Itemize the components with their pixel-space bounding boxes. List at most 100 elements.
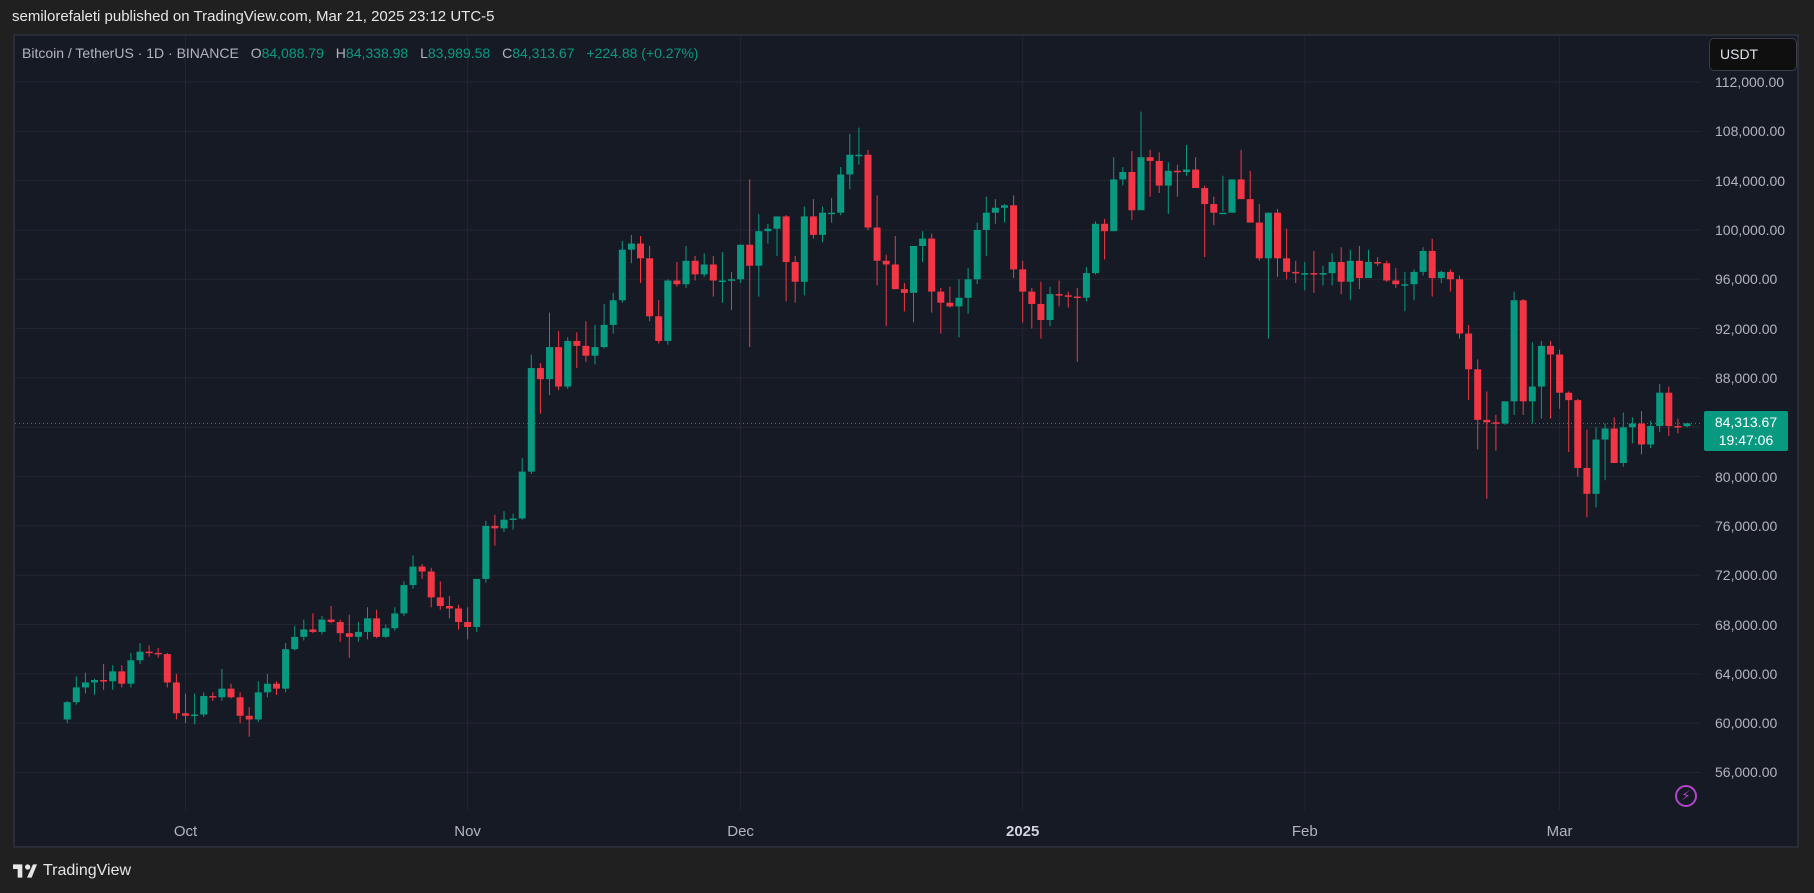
candle[interactable]: [573, 332, 581, 369]
candle[interactable]: [1401, 271, 1409, 312]
candle[interactable]: [91, 678, 98, 695]
candle[interactable]: [318, 615, 326, 635]
candle[interactable]: [218, 668, 226, 701]
candle[interactable]: [354, 622, 362, 642]
candle[interactable]: [646, 245, 654, 322]
candle[interactable]: [1092, 221, 1099, 275]
candle[interactable]: [882, 254, 890, 327]
candle[interactable]: [154, 647, 162, 658]
candle[interactable]: [127, 652, 135, 688]
candle[interactable]: [109, 665, 117, 690]
candle[interactable]: [1301, 262, 1309, 291]
candle[interactable]: [1592, 427, 1600, 508]
candle[interactable]: [291, 625, 299, 651]
candle[interactable]: [546, 312, 553, 396]
candle[interactable]: [737, 244, 745, 283]
candle[interactable]: [118, 665, 126, 688]
candle[interactable]: [773, 216, 781, 256]
candle[interactable]: [900, 282, 908, 312]
candle[interactable]: [764, 223, 772, 244]
candle[interactable]: [100, 663, 108, 690]
candle[interactable]: [837, 167, 845, 216]
candle[interactable]: [673, 262, 681, 287]
candle[interactable]: [1346, 249, 1354, 301]
candle[interactable]: [1201, 185, 1209, 258]
candle[interactable]: [1456, 275, 1463, 339]
candle[interactable]: [1628, 417, 1636, 444]
candle[interactable]: [455, 604, 462, 630]
candle[interactable]: [637, 236, 644, 283]
candle[interactable]: [1583, 429, 1591, 518]
candle[interactable]: [1246, 170, 1254, 223]
candle[interactable]: [1683, 423, 1691, 428]
candle[interactable]: [436, 581, 444, 610]
candle[interactable]: [991, 199, 999, 224]
candle[interactable]: [527, 354, 535, 475]
candle[interactable]: [464, 607, 472, 640]
candle[interactable]: [209, 692, 217, 701]
candle[interactable]: [509, 513, 517, 530]
candle[interactable]: [982, 196, 990, 256]
candle[interactable]: [1446, 269, 1454, 292]
candle[interactable]: [800, 206, 808, 296]
candle[interactable]: [746, 179, 754, 348]
candle[interactable]: [582, 321, 590, 362]
candle[interactable]: [1510, 291, 1518, 415]
candle[interactable]: [1374, 257, 1382, 266]
candle[interactable]: [1419, 247, 1427, 276]
candle[interactable]: [1274, 208, 1281, 277]
candle[interactable]: [1674, 418, 1682, 434]
candle[interactable]: [382, 624, 390, 639]
candle[interactable]: [1037, 281, 1045, 339]
candle[interactable]: [782, 215, 790, 302]
candle[interactable]: [955, 279, 963, 338]
candle[interactable]: [1665, 386, 1673, 436]
candle[interactable]: [145, 645, 153, 657]
candle[interactable]: [1537, 340, 1545, 419]
candle[interactable]: [336, 619, 344, 642]
candle[interactable]: [655, 300, 663, 344]
candle[interactable]: [1183, 144, 1190, 176]
candle[interactable]: [910, 245, 917, 323]
candle[interactable]: [1610, 417, 1618, 463]
candle[interactable]: [364, 607, 371, 640]
candle[interactable]: [1337, 247, 1345, 295]
candle[interactable]: [928, 233, 936, 313]
candle[interactable]: [1019, 260, 1027, 323]
candle[interactable]: [182, 693, 189, 724]
candle[interactable]: [1319, 265, 1327, 286]
candle[interactable]: [1547, 340, 1554, 419]
candle[interactable]: [964, 268, 972, 314]
candle[interactable]: [891, 236, 899, 290]
candle[interactable]: [245, 707, 253, 737]
candle[interactable]: [1192, 157, 1200, 189]
candle[interactable]: [254, 681, 262, 722]
candle[interactable]: [1328, 253, 1336, 286]
candle[interactable]: [1574, 398, 1582, 477]
candle[interactable]: [728, 271, 735, 311]
candle[interactable]: [1173, 164, 1181, 197]
candle[interactable]: [700, 253, 708, 277]
candle[interactable]: [282, 643, 290, 693]
candle[interactable]: [445, 596, 453, 619]
footer-brand[interactable]: TradingView: [13, 862, 131, 880]
candle[interactable]: [864, 149, 872, 230]
candle[interactable]: [809, 199, 817, 239]
lightning-icon[interactable]: ⚡︎: [1675, 785, 1697, 807]
candle[interactable]: [564, 337, 572, 390]
candle[interactable]: [1492, 414, 1500, 451]
candle[interactable]: [273, 681, 280, 695]
symbol-title[interactable]: Bitcoin / TetherUS · 1D · BINANCE: [22, 45, 239, 61]
chart-panel[interactable]: [13, 34, 1799, 848]
candle[interactable]: [500, 511, 508, 533]
candle[interactable]: [1355, 245, 1363, 290]
candle[interactable]: [1210, 196, 1218, 226]
candle[interactable]: [919, 231, 927, 263]
candle[interactable]: [755, 213, 763, 297]
candle[interactable]: [1164, 162, 1172, 214]
candle[interactable]: [1365, 249, 1372, 279]
candle[interactable]: [873, 195, 881, 286]
candle[interactable]: [163, 652, 171, 688]
candle[interactable]: [1392, 268, 1400, 288]
